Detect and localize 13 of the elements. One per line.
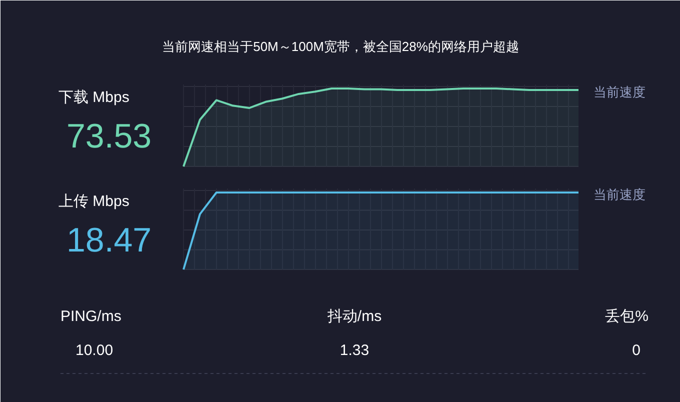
text: 73.53	[66, 118, 152, 156]
chart-title: 上传 Mbps	[58, 193, 130, 210]
text: 0	[632, 342, 640, 359]
series-label: 当前速度	[594, 84, 646, 100]
text: 1.33	[340, 342, 370, 359]
text: 抖动/ms	[326, 308, 382, 325]
text: 丢包%	[605, 308, 649, 325]
text: 当前网速相当于50M～100M宽带，被全国28%的网络用户超越	[162, 39, 519, 54]
series-label: 当前速度	[594, 187, 646, 202]
chart-title: 下载 Mbps	[58, 89, 130, 106]
text: 18.47	[66, 222, 152, 260]
text: PING/ms	[60, 308, 122, 325]
text: 10.00	[76, 342, 114, 359]
